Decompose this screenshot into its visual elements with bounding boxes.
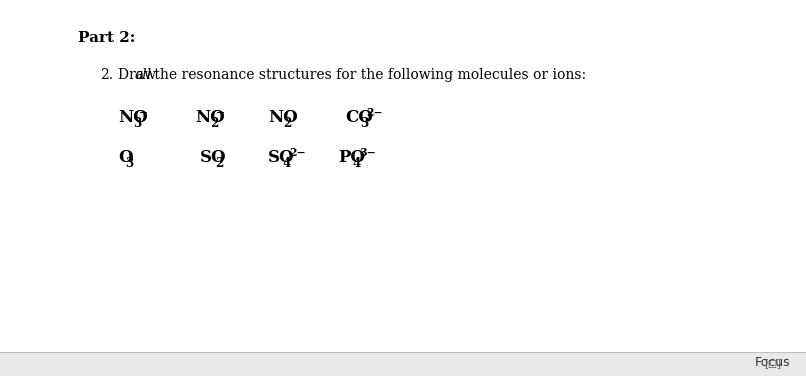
Text: 2: 2 [283,117,291,130]
Text: Draw: Draw [118,68,160,82]
Text: 2: 2 [210,117,218,130]
Text: 4: 4 [353,157,361,170]
Text: 2: 2 [215,157,223,170]
Text: 3: 3 [126,157,134,170]
Text: 3: 3 [133,117,141,130]
Text: 3−: 3− [359,147,376,158]
Text: SO: SO [200,150,226,167]
Text: Part 2:: Part 2: [78,31,135,45]
Text: −: − [139,107,148,118]
Text: NO: NO [118,109,147,126]
Text: 2−: 2− [289,147,305,158]
Text: all: all [135,68,152,82]
Text: NO: NO [268,109,297,126]
FancyBboxPatch shape [0,352,806,376]
Text: NO: NO [195,109,225,126]
Text: 4: 4 [283,157,291,170]
Text: 2.: 2. [100,68,113,82]
Text: −: − [216,107,225,118]
Text: the resonance structures for the following molecules or ions:: the resonance structures for the followi… [150,68,586,82]
Text: CO: CO [345,109,373,126]
Text: SO: SO [268,150,295,167]
Text: Focus: Focus [754,356,790,370]
Text: O: O [118,150,133,167]
Text: 2−: 2− [366,107,383,118]
Text: [□]: [□] [764,358,781,368]
Text: 3: 3 [360,117,368,130]
Text: PO: PO [338,150,365,167]
